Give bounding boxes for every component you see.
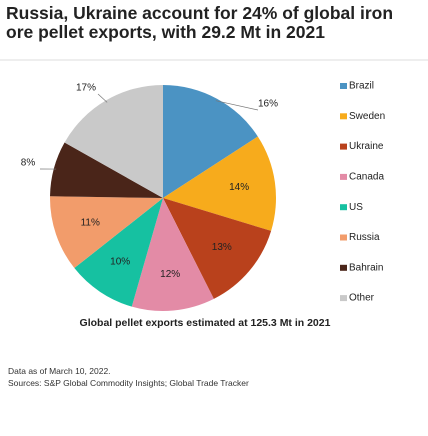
legend-swatch	[340, 204, 347, 211]
note: Data as of March 10, 2022.	[8, 366, 111, 376]
legend-label: Canada	[349, 172, 384, 183]
pie-slice	[50, 142, 163, 198]
data-label: 16%	[258, 99, 278, 110]
caption: Global pellet exports estimated at 125.3…	[80, 317, 331, 329]
legend-label: Brazil	[349, 81, 374, 92]
pie-slice	[163, 85, 258, 198]
pie-slice	[163, 198, 272, 299]
data-label: 14%	[229, 182, 249, 193]
pie-slice	[163, 136, 276, 231]
legend-label: Other	[349, 293, 375, 304]
data-label: 8%	[21, 158, 36, 169]
legend-label: Bahrain	[349, 262, 383, 273]
pie-slice	[64, 85, 163, 198]
legend-label: Ukraine	[349, 141, 384, 152]
pie-slice	[74, 198, 163, 307]
legend-label: Sweden	[349, 111, 385, 122]
pie-slice	[131, 198, 214, 311]
data-label: 13%	[212, 242, 232, 253]
leader-line	[97, 93, 108, 103]
legend-swatch	[340, 234, 347, 241]
legend-swatch	[340, 113, 347, 120]
data-label: 17%	[76, 83, 96, 94]
note: Sources: S&P Global Commodity Insights; …	[8, 378, 249, 388]
legend-swatch	[340, 264, 347, 271]
legend-swatch	[340, 83, 347, 89]
legend-swatch	[340, 173, 347, 180]
leader-line	[215, 100, 259, 111]
legend-label: US	[349, 202, 363, 213]
pie-slice	[50, 196, 163, 269]
data-label: 10%	[110, 256, 130, 267]
legend-swatch	[340, 143, 347, 150]
data-label: 12%	[160, 269, 180, 280]
legend-label: Russia	[349, 232, 380, 243]
chart-title: Russia, Ukraine account for 24% of globa…	[6, 3, 394, 42]
data-label: 11%	[81, 217, 100, 228]
legend-swatch	[340, 295, 347, 302]
